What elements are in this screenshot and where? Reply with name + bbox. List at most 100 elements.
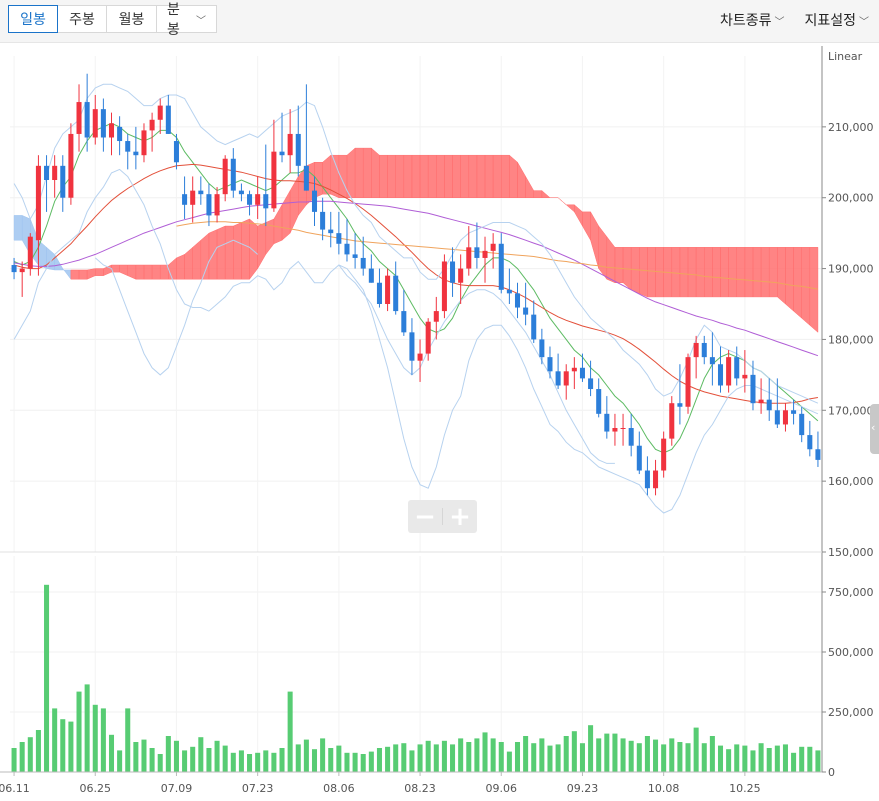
cloud-segment <box>712 247 721 298</box>
scale-label: Linear <box>828 50 863 63</box>
volume-bar <box>76 691 82 772</box>
cloud-segment <box>525 175 534 198</box>
cloud-segment <box>492 154 502 198</box>
candle <box>303 165 309 191</box>
candle <box>620 428 626 429</box>
volume-bar <box>271 752 277 772</box>
volume-bar <box>653 739 659 772</box>
plus-icon[interactable]: + <box>449 501 471 532</box>
candle <box>117 126 123 142</box>
tab-daily[interactable]: 일봉 <box>8 5 58 33</box>
volume-bar <box>352 752 358 772</box>
candle <box>279 151 285 156</box>
volume-bar <box>360 754 366 772</box>
candle <box>450 261 456 283</box>
cloud-segment <box>224 225 234 280</box>
candle <box>563 371 569 386</box>
volume-bar <box>734 744 740 772</box>
volume-bar <box>782 744 788 772</box>
tab-minute[interactable]: 분봉 ﹀ <box>157 2 217 38</box>
period-tabs: 일봉 주봉 월봉 분봉 ﹀ <box>8 2 217 38</box>
indicator-line <box>13 122 819 454</box>
volume-bar <box>766 748 772 772</box>
candle <box>750 374 756 404</box>
y-tick-label: 190,000 <box>828 263 874 276</box>
candle <box>815 449 821 460</box>
cloud-segment <box>606 235 616 284</box>
volume-bar <box>92 704 98 772</box>
volume-bar <box>506 751 512 772</box>
cloud-segment <box>671 247 681 298</box>
candle <box>198 190 204 195</box>
cloud-segment <box>184 246 193 280</box>
volume-bar <box>498 742 504 772</box>
volume-bar <box>190 746 196 772</box>
x-tick-label: 08.06 <box>323 782 355 795</box>
cloud-segment <box>436 154 445 198</box>
cloud-segment <box>249 218 258 280</box>
stock-chart[interactable]: Linear 210,000 200,000 190,000 180,000 170,00… <box>0 44 879 801</box>
volume-bar <box>100 708 106 772</box>
candle <box>653 470 659 489</box>
x-tick-label: 10.08 <box>648 782 680 795</box>
candle <box>376 282 382 304</box>
candle <box>238 190 244 195</box>
volume-bar <box>774 745 780 772</box>
candle <box>539 339 545 358</box>
volume-bar <box>238 750 244 772</box>
candle <box>360 257 366 269</box>
candle <box>766 399 772 411</box>
cloud-segment <box>704 247 713 298</box>
tab-weekly[interactable]: 주봉 <box>58 5 107 33</box>
volume-bar <box>563 736 569 772</box>
chart-type-menu[interactable]: 차트종류 ﹀ <box>719 13 785 29</box>
candle <box>807 435 813 450</box>
cloud-segment <box>257 222 267 270</box>
volume-bar <box>68 721 74 772</box>
indicator-line <box>176 221 818 290</box>
x-tick-label: 06.25 <box>80 782 112 795</box>
cloud-segment <box>159 264 169 280</box>
cloud-segment <box>744 247 754 298</box>
candle <box>774 410 780 425</box>
tab-monthly[interactable]: 월봉 <box>107 5 157 33</box>
minus-icon[interactable]: − <box>414 501 436 532</box>
x-tick-label: 09.06 <box>486 782 518 795</box>
cloud-segment <box>289 175 299 234</box>
candle <box>76 102 82 134</box>
candle <box>596 389 602 414</box>
indicator-settings-menu[interactable]: 지표설정 ﹀ <box>804 13 869 29</box>
volume-tick-label: 250,000 <box>828 706 874 719</box>
side-panel-handle[interactable]: ‹ <box>870 404 879 454</box>
cloud-segment <box>647 247 656 298</box>
candle <box>182 194 188 205</box>
candle <box>701 342 707 358</box>
candle <box>11 265 17 273</box>
candle <box>125 141 131 152</box>
cloud-segment <box>809 247 819 333</box>
volume-bar <box>165 736 171 772</box>
candle <box>734 357 740 379</box>
cloud-segment <box>427 154 437 198</box>
candle <box>401 311 407 333</box>
volume-bar <box>758 743 764 772</box>
candle <box>742 374 748 379</box>
volume-bar <box>604 733 610 772</box>
candle <box>165 105 171 134</box>
volume-bar <box>815 750 821 772</box>
volume-bar <box>376 748 382 772</box>
candle <box>531 314 537 340</box>
cloud-segment <box>687 247 697 298</box>
x-tick-label: 08.23 <box>404 782 436 795</box>
candle <box>571 367 577 372</box>
candle <box>506 289 512 294</box>
candle <box>717 364 724 386</box>
volume-bar <box>230 752 236 772</box>
volume-bar <box>588 725 594 772</box>
x-tick-label: 07.09 <box>161 782 193 795</box>
volume-bar <box>612 733 618 772</box>
volume-bar <box>287 691 293 772</box>
volume-bar <box>596 738 602 772</box>
x-tick-label: 10.25 <box>729 782 761 795</box>
cloud-segment <box>728 247 737 298</box>
